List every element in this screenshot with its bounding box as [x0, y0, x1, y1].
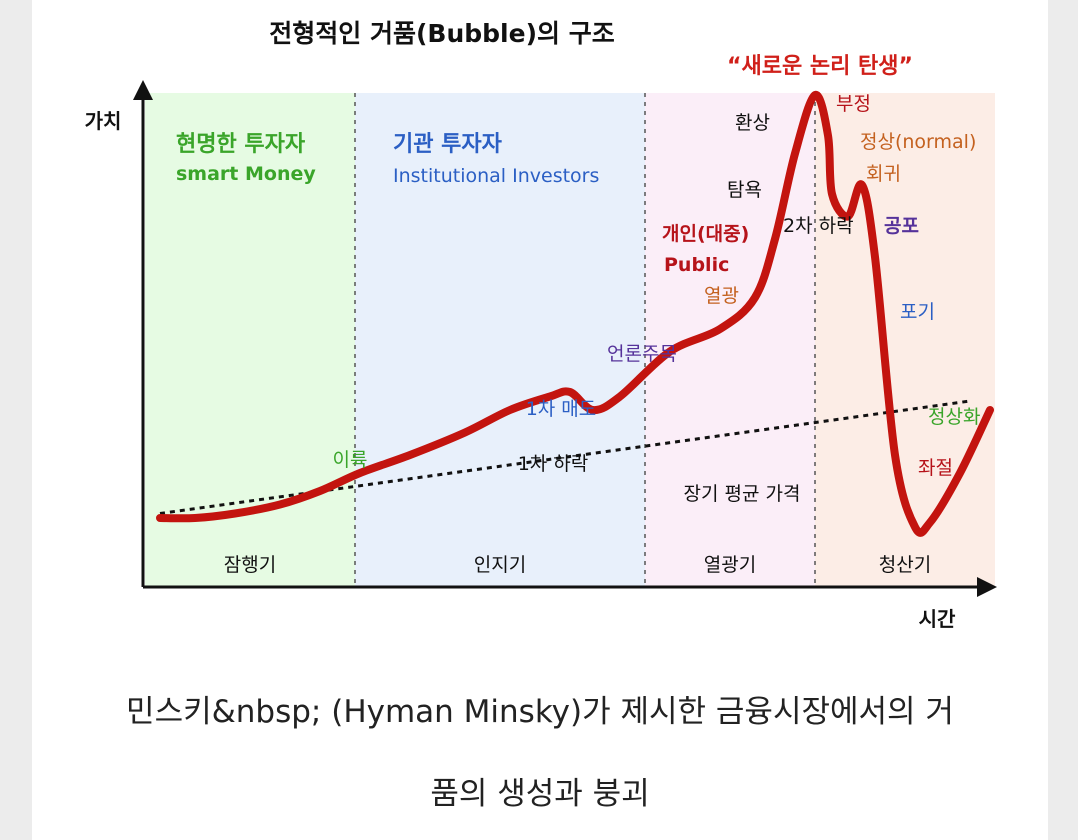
caption-line-1: 민스키&nbsp; (Hyman Minsky)가 제시한 금융시장에서의 거 — [126, 694, 954, 730]
mania-label: 열광 — [704, 285, 739, 307]
phase-background — [355, 93, 645, 586]
bubble-chart: 전형적인 거품(Bubble)의 구조 가치 시간 잠행기 인지기 열광기 청산기 현… — [85, 19, 997, 631]
smart-money-kr-label: 현명한 투자자 — [176, 132, 306, 157]
return-to-normal-label-1: 정상(normal) — [860, 131, 976, 153]
phase-label: 청산기 — [879, 554, 931, 576]
public-en-label: Public — [664, 254, 729, 276]
phase-label: 열광기 — [704, 554, 756, 576]
despair-label: 좌절 — [918, 457, 953, 479]
capitulation-label: 포기 — [900, 301, 935, 323]
smart-money-en-label: smart Money — [176, 163, 316, 185]
institutional-kr-label: 기관 투자자 — [393, 132, 503, 157]
greed-label: 탐욕 — [727, 179, 762, 201]
new-paradigm-label: “새로운 논리 탄생” — [727, 54, 913, 79]
normalization-label: 정상화 — [928, 406, 980, 428]
first-drop-label: 1차 하락 — [518, 453, 589, 475]
chart-title: 전형적인 거품(Bubble)의 구조 — [269, 19, 614, 48]
x-axis-arrow — [977, 577, 997, 597]
x-axis-label: 시간 — [919, 607, 956, 631]
long-term-average-line — [159, 399, 971, 515]
phase-label: 인지기 — [474, 554, 526, 576]
denial-label: 부정 — [836, 93, 871, 115]
y-axis-label: 가치 — [85, 109, 122, 133]
return-to-normal-label-2: 회귀 — [866, 163, 901, 185]
caption-line-2: 품의 생성과 붕괴 — [430, 776, 650, 812]
y-axis-arrow — [133, 80, 153, 100]
long-term-average-label: 장기 평균 가격 — [684, 483, 801, 505]
media-label: 언론주목 — [607, 343, 677, 365]
delusion-label: 환상 — [735, 112, 770, 134]
institutional-en-label: Institutional Investors — [393, 165, 599, 187]
phase-label: 잠행기 — [224, 554, 276, 576]
second-drop-label: 2차 하락 — [783, 215, 854, 237]
fear-label: 공포 — [884, 215, 919, 237]
phase-background — [145, 93, 355, 586]
first-sell-label: 1차 매도 — [526, 398, 597, 420]
bubble-curve-line — [156, 91, 994, 537]
profit-label: 이륙 — [333, 449, 368, 471]
public-kr-label: 개인(대중) — [662, 223, 749, 245]
